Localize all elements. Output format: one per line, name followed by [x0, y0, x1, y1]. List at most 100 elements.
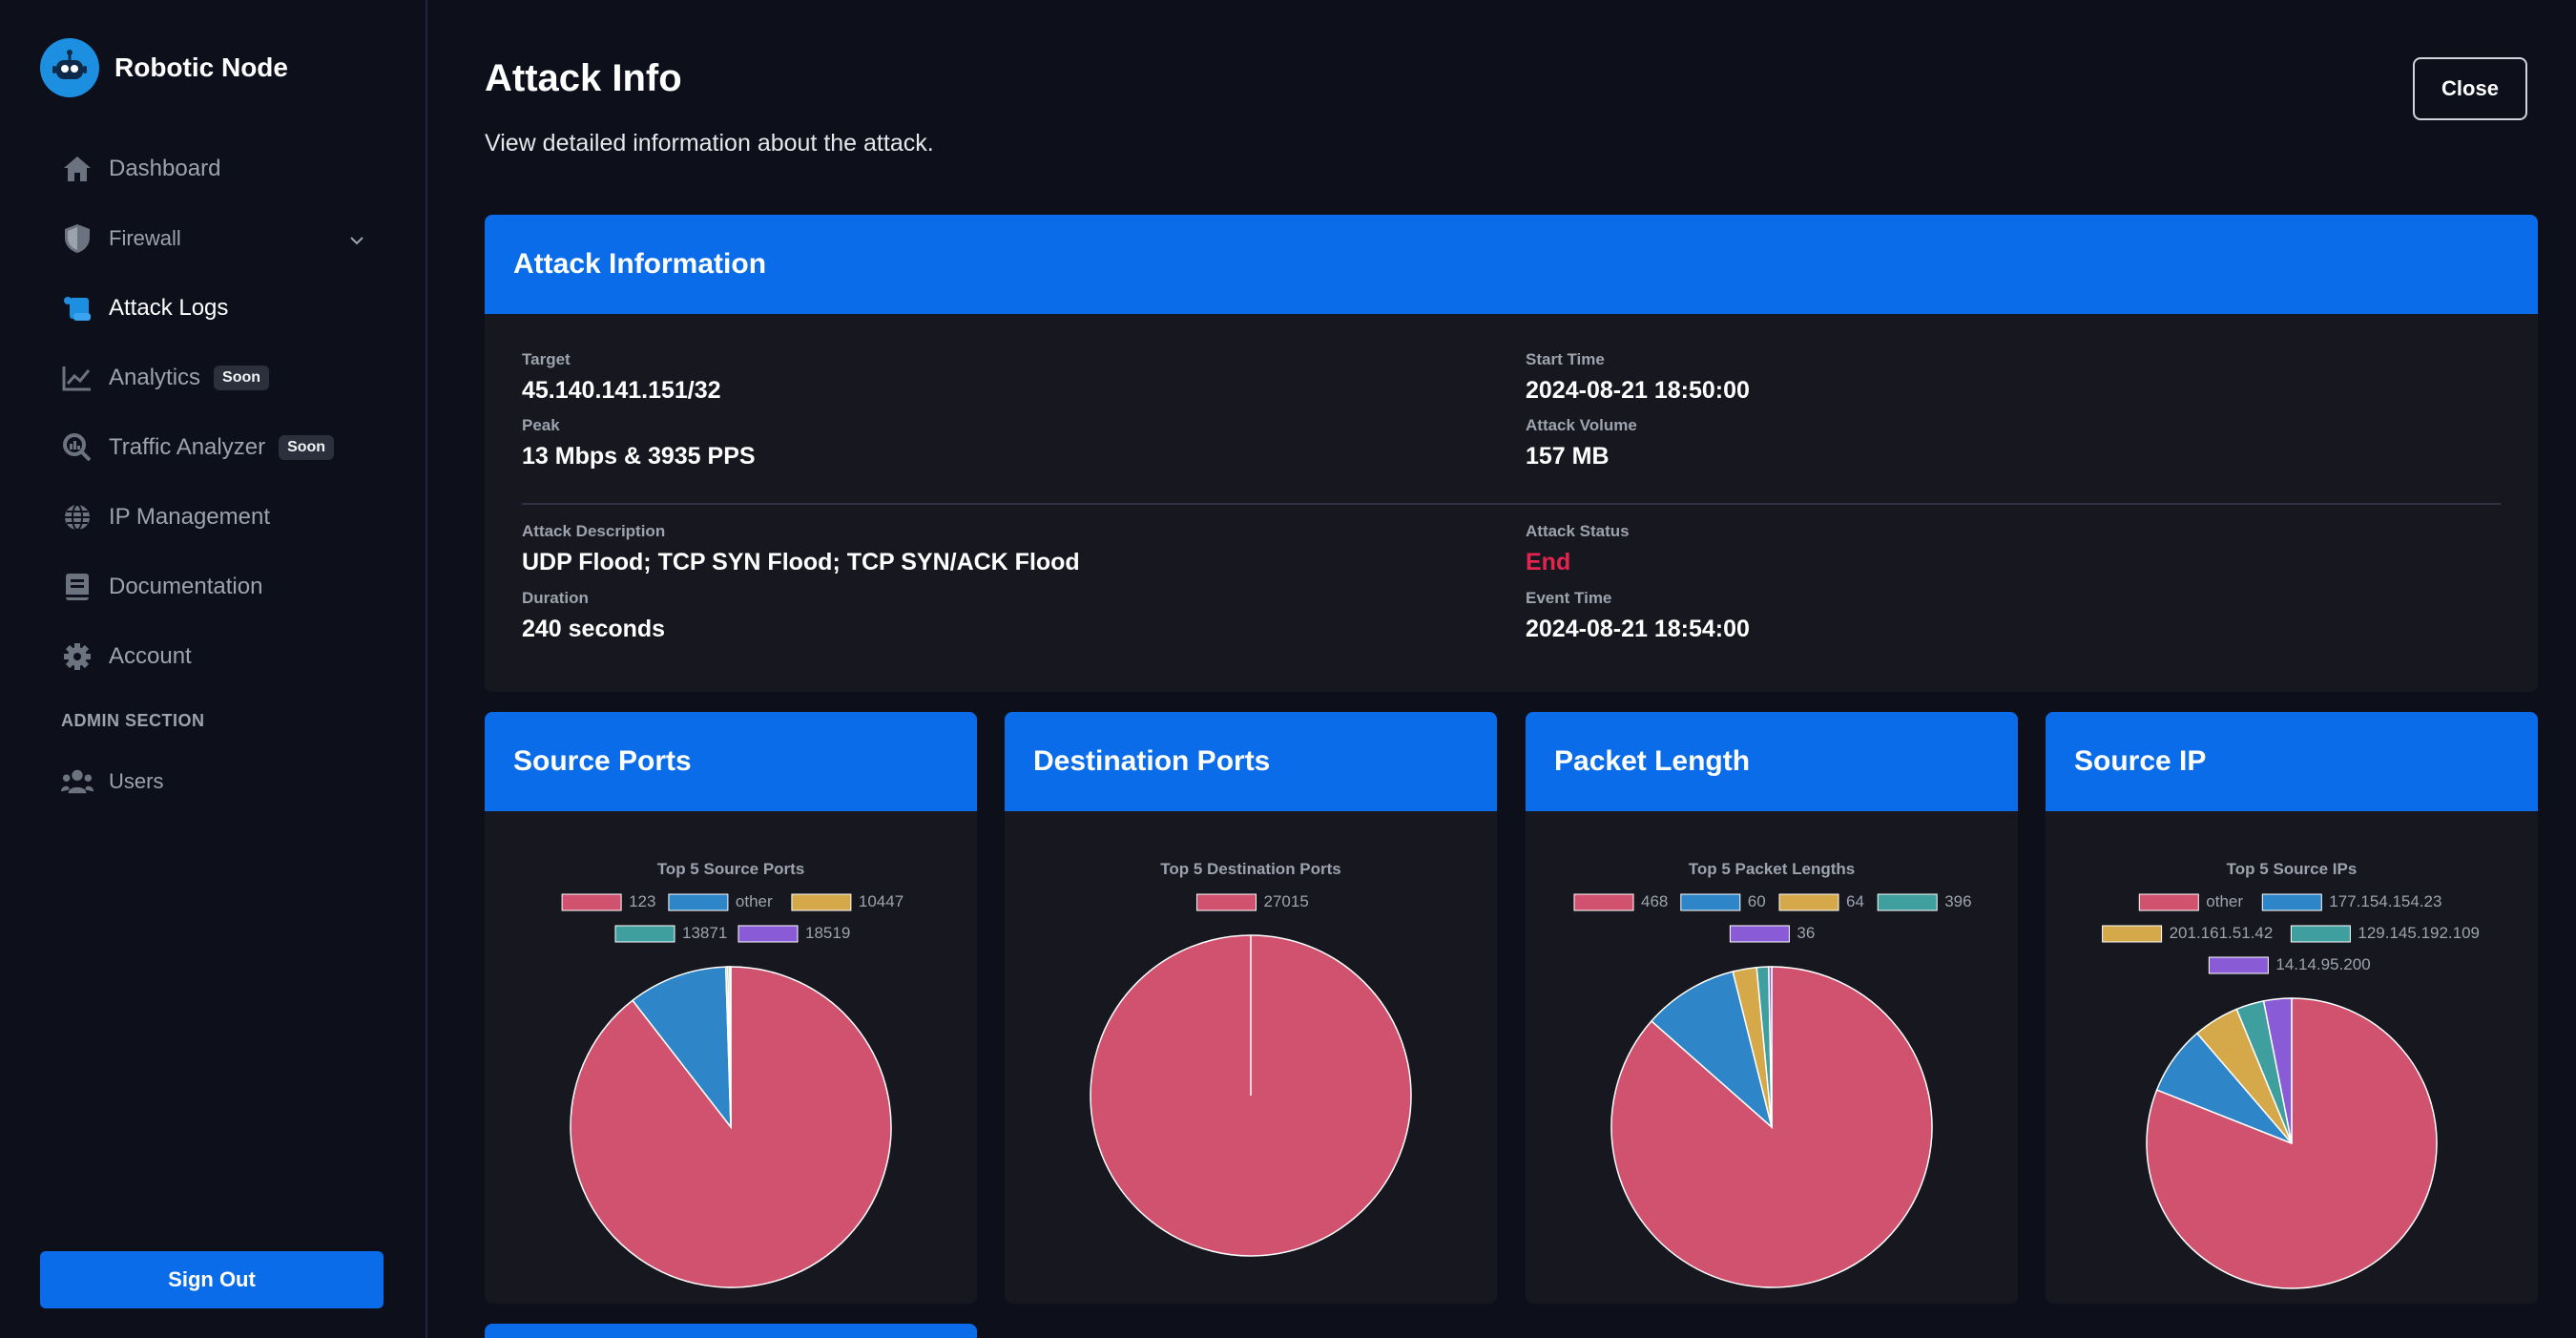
- legend-label[interactable]: other: [2206, 892, 2243, 910]
- sidebar-item-dashboard[interactable]: Dashboard: [61, 134, 376, 203]
- legend-swatch[interactable]: [1778, 893, 1839, 911]
- start-time-field: Start Time 2024-08-21 18:50:00: [1526, 350, 1750, 405]
- next-card-header: [485, 1324, 977, 1338]
- legend-label[interactable]: 18519: [805, 924, 850, 942]
- sidebar-item-users[interactable]: Users: [61, 746, 376, 816]
- legend-swatch[interactable]: [614, 925, 675, 943]
- sidebar-item-analytics[interactable]: Analytics Soon: [61, 343, 376, 412]
- chevron-down-icon[interactable]: [349, 226, 364, 251]
- target-label: Target: [522, 350, 571, 368]
- attack-description-value: UDP Flood; TCP SYN Flood; TCP SYN/ACK Fl…: [522, 549, 1080, 575]
- page-subtitle: View detailed information about the atta…: [485, 130, 934, 157]
- legend-swatch[interactable]: [668, 893, 729, 911]
- legend-label[interactable]: 129.145.192.109: [2358, 924, 2480, 942]
- sidebar-item-label: Attack Logs: [109, 294, 229, 321]
- duration-field: Duration 240 seconds: [522, 589, 665, 643]
- close-button[interactable]: Close: [2413, 57, 2527, 120]
- soon-badge: Soon: [279, 434, 335, 460]
- legend-label[interactable]: 60: [1748, 892, 1766, 910]
- attack-information-card: Attack Information Target 45.140.141.151…: [485, 215, 2538, 692]
- peak-value: 13 Mbps & 3935 PPS: [522, 443, 756, 470]
- sidebar-item-label: Documentation: [109, 573, 263, 599]
- source-ip-title: Source IP: [2046, 712, 2538, 811]
- robot-logo-icon: [40, 38, 99, 97]
- attack-status-value: End: [1526, 549, 1571, 575]
- legend-swatch[interactable]: [1573, 893, 1634, 911]
- scroll-icon: [61, 292, 93, 324]
- pie-slice[interactable]: [631, 966, 732, 1130]
- legend-swatch[interactable]: [561, 893, 622, 911]
- packet-length-chart: Top 5 Packet Lengths 468 60 64 396 36: [1573, 860, 1972, 1288]
- legend-swatch[interactable]: [1680, 893, 1741, 911]
- legend-label[interactable]: 201.161.51.42: [2170, 924, 2274, 942]
- main-content: Attack Info View detailed information ab…: [427, 0, 2576, 1338]
- sidebar-item-documentation[interactable]: Documentation: [61, 552, 376, 621]
- source-ports-card: Source Ports Top 5 Source Ports 123 other 1…: [485, 712, 977, 1304]
- legend-swatch[interactable]: [2208, 956, 2269, 974]
- duration-value: 240 seconds: [522, 616, 666, 642]
- legend-swatch[interactable]: [1729, 925, 1790, 943]
- sign-out-button[interactable]: Sign Out: [40, 1251, 384, 1308]
- attack-status-label: Attack Status: [1526, 522, 1630, 540]
- home-icon: [61, 153, 93, 185]
- destination-ports-card: Destination Ports Top 5 Destination Port…: [1005, 712, 1497, 1304]
- users-icon: [61, 765, 93, 798]
- legend-label[interactable]: 14.14.95.200: [2275, 955, 2370, 973]
- duration-label: Duration: [522, 589, 589, 607]
- packet-length-card: Packet Length Top 5 Packet Lengths 468 60 6…: [1526, 712, 2018, 1304]
- legend-swatch[interactable]: [1877, 893, 1938, 911]
- legend-swatch[interactable]: [2261, 893, 2322, 911]
- start-time-label: Start Time: [1526, 350, 1605, 368]
- page-title: Attack Info: [485, 57, 682, 99]
- magnify-chart-icon: [61, 431, 93, 464]
- chart-title: Top 5 Packet Lengths: [1689, 860, 1855, 878]
- sidebar-item-firewall[interactable]: Firewall: [61, 203, 376, 273]
- legend-label[interactable]: 64: [1846, 892, 1864, 910]
- attack-volume-field: Attack Volume 157 MB: [1526, 416, 1637, 470]
- legend-label[interactable]: 36: [1797, 924, 1815, 942]
- legend-swatch[interactable]: [2290, 925, 2351, 943]
- legend-label[interactable]: 13871: [682, 924, 727, 942]
- legend-label[interactable]: 123: [629, 892, 655, 910]
- pie-slice[interactable]: [2262, 997, 2293, 1144]
- admin-section-label: ADMIN SECTION: [61, 711, 205, 730]
- legend-swatch[interactable]: [2102, 925, 2163, 943]
- legend-label[interactable]: 10447: [859, 892, 904, 910]
- sidebar-item-traffic-analyzer[interactable]: Traffic Analyzer Soon: [61, 412, 376, 482]
- sidebar-item-account[interactable]: Account: [61, 621, 376, 691]
- sidebar-item-label: IP Management: [109, 503, 270, 530]
- sidebar-item-label: Firewall: [109, 225, 181, 250]
- packet-length-title: Packet Length: [1526, 712, 2018, 811]
- legend-label[interactable]: other: [736, 892, 773, 910]
- source-ip-card: Source IP Top 5 Source IPs other 177.154.1…: [2046, 712, 2538, 1304]
- pie-slice[interactable]: [729, 966, 732, 1128]
- gear-icon: [61, 640, 93, 673]
- admin-nav: Users: [61, 746, 376, 816]
- brand[interactable]: Robotic Node: [40, 38, 288, 97]
- sidebar-item-label: Analytics: [109, 364, 201, 390]
- legend-label[interactable]: 468: [1641, 892, 1668, 910]
- chart-title: Top 5 Source IPs: [2227, 860, 2358, 878]
- chart-line-icon: [61, 362, 93, 394]
- info-divider: [522, 503, 2501, 505]
- event-time-value: 2024-08-21 18:54:00: [1526, 616, 1750, 642]
- legend-swatch[interactable]: [2138, 893, 2199, 911]
- legend-swatch[interactable]: [1196, 893, 1257, 911]
- pie-slice[interactable]: [1768, 966, 1773, 1128]
- chart-title: Top 5 Source Ports: [657, 860, 805, 878]
- attack-description-field: Attack Description UDP Flood; TCP SYN Fl…: [522, 522, 1080, 576]
- legend-swatch[interactable]: [737, 925, 799, 943]
- peak-label: Peak: [522, 416, 560, 434]
- sidebar-item-ip-management[interactable]: IP Management: [61, 482, 376, 552]
- legend-swatch[interactable]: [791, 893, 852, 911]
- attack-information-title: Attack Information: [485, 215, 2538, 314]
- legend-label[interactable]: 396: [1944, 892, 1971, 910]
- legend-label[interactable]: 27015: [1264, 892, 1309, 910]
- legend-label[interactable]: 177.154.154.23: [2329, 892, 2441, 910]
- event-time-label: Event Time: [1526, 589, 1612, 607]
- start-time-value: 2024-08-21 18:50:00: [1526, 377, 1750, 404]
- sidebar-item-attack-logs[interactable]: Attack Logs: [61, 273, 376, 343]
- peak-field: Peak 13 Mbps & 3935 PPS: [522, 416, 756, 470]
- pie-slice[interactable]: [1650, 971, 1774, 1130]
